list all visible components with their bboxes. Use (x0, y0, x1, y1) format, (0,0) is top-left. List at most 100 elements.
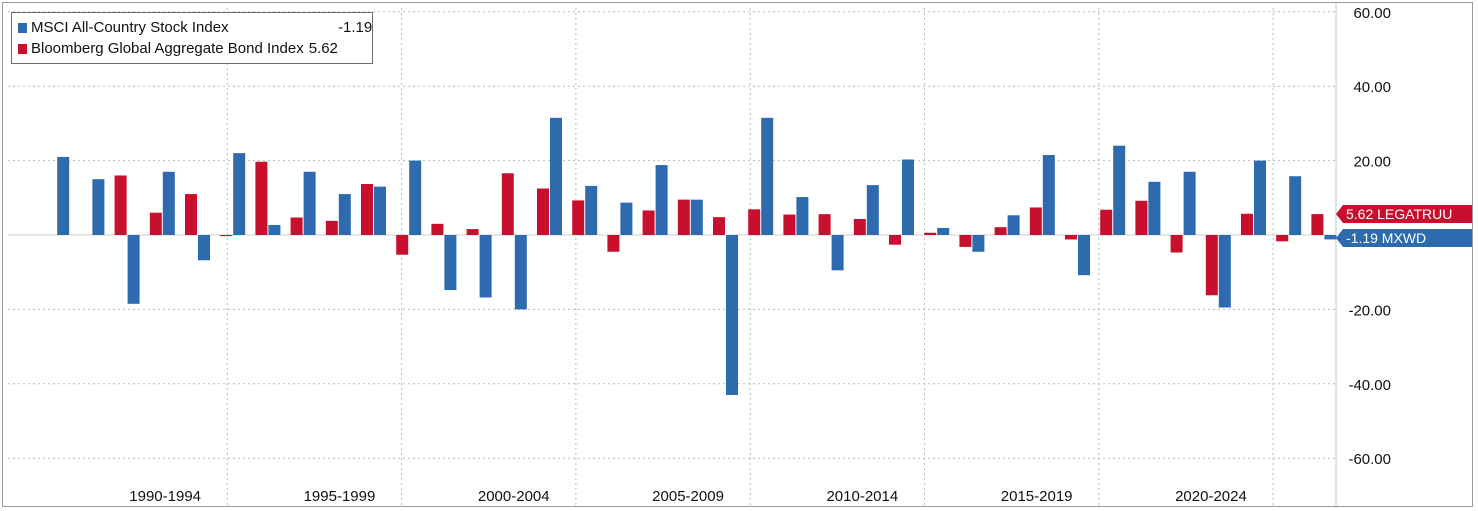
badge-shape (1336, 229, 1472, 247)
bar-bond (431, 223, 444, 235)
x-period-label: 1995-1999 (304, 488, 376, 505)
bar-bond (748, 209, 761, 235)
bar-stock (409, 160, 422, 235)
bar-stock (1183, 171, 1196, 235)
bar-stock (972, 235, 985, 252)
bar-stock (726, 235, 738, 395)
bar-stock (233, 153, 246, 235)
bar-stock (937, 227, 950, 235)
bar-stock (444, 235, 457, 291)
x-period-label: 2005-2009 (652, 488, 724, 505)
bar-stock (127, 235, 140, 304)
legend-value-bond: 5.62 (308, 40, 338, 57)
x-period-label: 2020-2024 (1175, 488, 1247, 505)
bar-bond (185, 194, 197, 235)
bar-bond (290, 217, 303, 235)
badge-label: -1.19 MXWD (1346, 230, 1426, 246)
bar-bond (818, 214, 831, 235)
bar-bond (853, 219, 866, 235)
bar-stock (831, 235, 844, 271)
bar-bond (1205, 235, 1218, 296)
bar-stock (585, 185, 598, 235)
bar-stock (198, 235, 210, 261)
legend: MSCI All-Country Stock Index -1.19 Bloom… (11, 12, 373, 64)
legend-label-wrap-bond: Bloomberg Global Aggregate Bond Index 5.… (31, 40, 338, 57)
badge-label: 5.62 LEGATRUU (1346, 206, 1452, 222)
last-value-badge: 5.62 LEGATRUU (1336, 205, 1472, 223)
bar-bond (396, 235, 409, 255)
legend-label-stock: MSCI All-Country Stock Index (31, 19, 229, 36)
bar-stock (374, 186, 386, 235)
y-tick-label: 60.00 (1353, 5, 1391, 22)
bar-stock (866, 185, 879, 235)
bar-stock (1042, 155, 1055, 235)
bar-bond (924, 232, 937, 235)
legend-swatch-bond (18, 44, 27, 54)
bar-bond (255, 161, 268, 235)
bar-stock (1289, 176, 1302, 235)
bar-stock (479, 235, 492, 298)
bar-bond (361, 184, 373, 235)
bar-stock (1007, 215, 1020, 235)
bar-bond (783, 214, 796, 235)
legend-label-bond: Bloomberg Global Aggregate Bond Index (31, 40, 304, 57)
y-tick-label: -20.00 (1348, 302, 1391, 319)
bar-stock (303, 171, 316, 235)
bar-bond (959, 235, 972, 247)
y-tick-label: 40.00 (1353, 79, 1391, 96)
bar-bond (537, 188, 549, 235)
y-tick-label: 20.00 (1353, 154, 1391, 171)
bar-bond (1241, 213, 1253, 235)
bar-bond (1170, 235, 1183, 253)
badge-shape (1336, 205, 1472, 223)
bar-chart: 60.00 40.00 20.00 -20.00 -40.00 -60.00 1990-19… (8, 3, 1472, 508)
bar-stock (162, 171, 175, 235)
x-period-label: 2015-2019 (1001, 488, 1073, 505)
x-period-label: 2010-2014 (826, 488, 898, 505)
bar-bond (889, 235, 901, 245)
bar-bond (149, 212, 162, 235)
bar-stock (655, 165, 668, 235)
bar-stock (690, 199, 703, 235)
legend-item-stock: MSCI All-Country Stock Index -1.19 (18, 19, 372, 37)
bar-stock (338, 194, 351, 235)
bar-stock (1078, 235, 1090, 276)
bar-stock (1254, 160, 1266, 235)
bar-stock (796, 197, 809, 235)
legend-value-stock: -1.19 (338, 19, 373, 36)
bar-stock (92, 179, 105, 235)
y-tick-label: -60.00 (1348, 451, 1391, 468)
bar-bond (1100, 209, 1113, 235)
bar-bond (607, 235, 620, 252)
bar-bond (1029, 207, 1042, 235)
bar-stock (1324, 235, 1337, 240)
bar-stock (514, 235, 527, 310)
bar-bond (994, 227, 1007, 235)
bar-bond (677, 199, 690, 235)
bar-bond (1311, 214, 1324, 235)
bar-bond (713, 217, 725, 235)
bar-stock (550, 117, 562, 235)
bar-stock (57, 156, 70, 235)
bar-bond (642, 210, 655, 235)
bar-bond (501, 173, 514, 235)
bar-bond (572, 200, 585, 235)
bar-bond (1135, 200, 1148, 235)
legend-swatch-stock (18, 23, 27, 33)
bar-stock (1148, 181, 1161, 235)
bar-stock (1113, 145, 1126, 235)
bar-stock (761, 117, 774, 235)
last-value-badge: -1.19 MXWD (1336, 229, 1472, 247)
bar-bond (1065, 235, 1077, 240)
x-period-label: 2000-2004 (478, 488, 550, 505)
bar-bond (1276, 235, 1289, 242)
y-tick-label: -40.00 (1348, 377, 1391, 394)
x-period-label: 1990-1994 (129, 488, 201, 505)
bar-stock (268, 224, 281, 235)
bar-bond (220, 235, 233, 237)
bar-bond (466, 229, 479, 235)
bar-stock (1218, 235, 1231, 308)
bar-bond (325, 220, 338, 235)
bar-stock (902, 159, 914, 235)
